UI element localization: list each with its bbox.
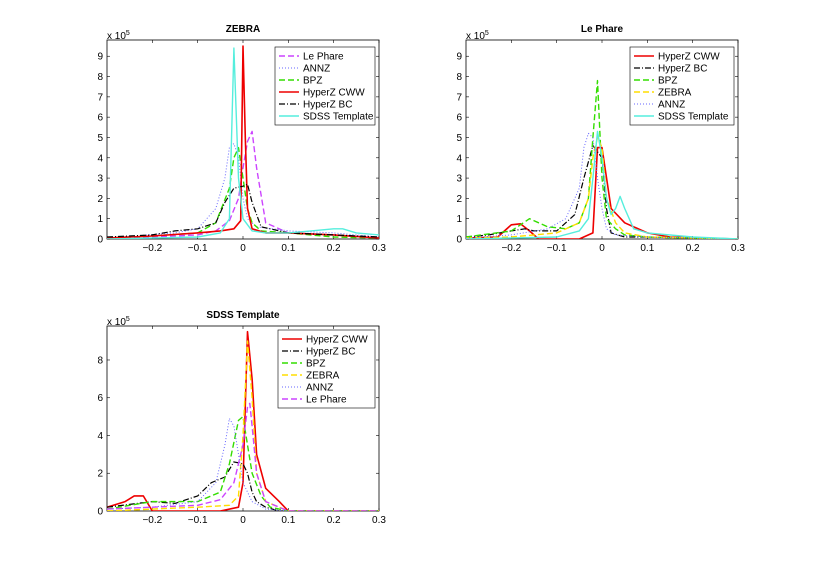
y-tick-label: 2 [97,194,103,205]
series-sdss-template [107,47,379,239]
x-tick-label: 0.2 [327,515,341,526]
x-tick-label: 0.3 [372,243,386,254]
x-tick-label: 0 [599,243,605,254]
legend-label-hyperz-cww: HyperZ CWW [303,88,365,99]
legend-box [274,46,376,126]
y-tick-label: 1 [456,214,462,225]
x-tick-label: 0.1 [281,515,295,526]
y-tick-label: 7 [456,92,462,103]
y-tick-label: 0 [97,235,103,246]
x-tick-label: −0.2 [142,243,162,254]
series-annz [466,132,738,239]
x-tick-label: 0.2 [686,243,700,254]
series-hyperz-cww [466,146,738,239]
y-tick-label: 4 [97,431,103,442]
y-tick-label: 8 [97,355,103,366]
legend-label-bpz: BPZ [306,359,325,370]
legend-box [277,329,376,409]
series-hyperz-bc [107,183,379,238]
legend-label-hyperz-bc: HyperZ BC [658,64,707,75]
y-tick-label: 9 [97,52,103,63]
y-tick-label: 6 [456,113,462,124]
legend-label-hyperz-cww: HyperZ CWW [306,335,368,346]
y-tick-label: 1 [97,214,103,225]
y-tick-label: 7 [97,92,103,103]
legend-label-annz: ANNZ [658,100,685,111]
y-tick-label: 4 [456,153,462,164]
y-tick-label: 2 [456,194,462,205]
y-tick-label: 6 [97,113,103,124]
y-tick-label: 0 [97,507,103,518]
y-tick-label: 2 [97,469,103,480]
y-scale-label: x 105 [466,30,489,42]
series-hyperz-cww [107,330,379,511]
chart-title: SDSS Template [206,310,280,321]
y-tick-label: 9 [456,52,462,63]
chart-zebra: ZEBRA x 105 −0.2 −0.1 0 0.1 0.2 0.3 0 1 2 3 4 5 6 7 8 9 Le… [97,24,386,254]
y-tick-label: 3 [456,174,462,185]
x-tick-label: −0.2 [142,515,162,526]
x-tick-label: 0 [240,515,246,526]
x-tick-label: −0.1 [188,515,208,526]
legend-label-bpz: BPZ [658,76,677,87]
series-sdss-template [466,130,738,239]
y-scale-label: x 105 [107,316,130,328]
legend-label-annz: ANNZ [303,64,330,75]
series-zebra [107,340,379,511]
y-scale-label: x 105 [107,30,130,42]
chart-le-phare: Le Phare x 105 −0.2 −0.1 0 0.1 0.2 0.3 0 1 2 3 4 5 6 7 8… [456,24,745,254]
legend-label-hyperz-bc: HyperZ BC [303,100,352,111]
y-tick-label: 4 [97,153,103,164]
legend-label-hyperz-cww: HyperZ CWW [658,52,720,63]
y-tick-label: 6 [97,393,103,404]
legend-box [629,46,735,126]
legend-label-zebra: ZEBRA [658,88,692,99]
legend-label-hyperz-bc: HyperZ BC [306,347,355,358]
y-tick-label: 5 [97,133,103,144]
legend-label-zebra: ZEBRA [306,371,340,382]
legend-label-le-phare: Le Phare [306,395,347,406]
chart-sdss-template: SDSS Template x 105 −0.2 −0.1 0 0.1 0.2 0.3 0 2 4 6… [97,310,386,526]
x-tick-label: 0.3 [372,515,386,526]
y-tick-label: 0 [456,235,462,246]
legend-label-bpz: BPZ [303,76,322,87]
legend-label-sdss-template: SDSS Template [303,112,374,123]
chart-title: ZEBRA [226,24,260,35]
y-tick-label: 5 [456,133,462,144]
x-tick-label: −0.1 [547,243,567,254]
x-tick-label: −0.2 [501,243,521,254]
y-tick-label: 8 [456,72,462,83]
series-annz [107,418,379,511]
x-tick-label: −0.1 [188,243,208,254]
x-tick-label: 0.1 [640,243,654,254]
y-tick-label: 8 [97,72,103,83]
legend-label-sdss-template: SDSS Template [658,112,729,123]
x-tick-label: 0.2 [327,243,341,254]
legend-label-annz: ANNZ [306,383,333,394]
chart-title: Le Phare [581,24,624,35]
x-tick-label: 0.3 [731,243,745,254]
series-le-phare [107,402,379,511]
series-bpz [107,415,379,511]
x-tick-label: 0.1 [281,243,295,254]
legend-label-le-phare: Le Phare [303,52,344,63]
y-tick-label: 3 [97,174,103,185]
x-tick-label: 0 [240,243,246,254]
